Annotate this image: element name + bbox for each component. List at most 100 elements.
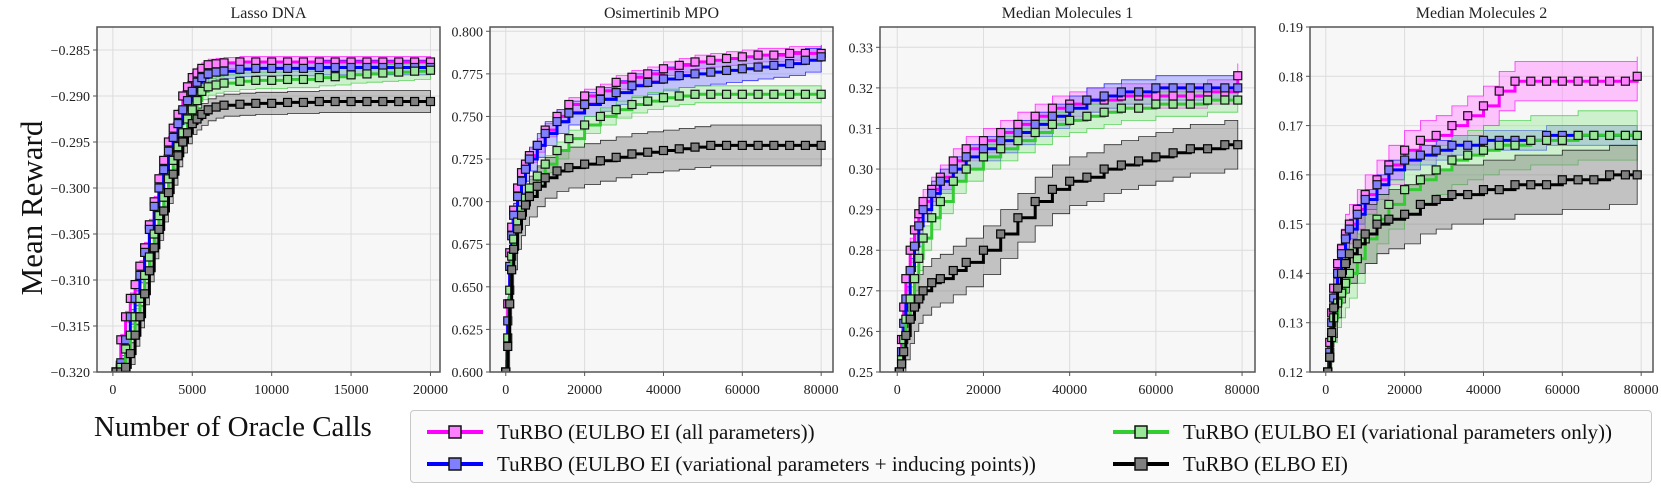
chart-title: Osimertinib MPO (604, 5, 719, 22)
data-point (918, 286, 928, 296)
legend-swatch (427, 425, 483, 439)
data-point (394, 96, 404, 107)
data-point (130, 330, 140, 340)
legend-marker (1134, 457, 1148, 471)
data-point (1352, 209, 1362, 219)
x-tick-label: 80000 (1225, 383, 1260, 398)
data-point (1329, 303, 1339, 313)
data-point (219, 78, 229, 88)
data-point (1220, 140, 1230, 150)
data-point (409, 96, 420, 107)
data-point (785, 89, 795, 99)
data-point (552, 166, 562, 176)
data-point (1013, 213, 1023, 223)
data-point (298, 97, 309, 108)
data-point (643, 147, 653, 157)
data-point (564, 108, 574, 118)
data-point (1400, 185, 1410, 195)
data-point (211, 80, 221, 90)
data-point (905, 294, 915, 304)
data-point (611, 152, 621, 162)
data-point (140, 289, 150, 299)
data-point (1463, 140, 1473, 150)
data-point (394, 67, 404, 77)
data-point (1447, 140, 1457, 150)
data-point (503, 341, 513, 352)
data-point (1065, 103, 1075, 113)
data-point (927, 278, 937, 288)
data-point (690, 69, 700, 79)
data-point (1415, 135, 1425, 145)
data-point (1541, 76, 1552, 86)
legend-marker (448, 425, 462, 439)
legend-swatch (1113, 457, 1169, 471)
x-tick-label: 80000 (804, 383, 839, 398)
data-point (1340, 234, 1351, 244)
data-point (909, 302, 920, 312)
data-point (948, 164, 958, 174)
data-point (674, 91, 684, 101)
data-point (996, 127, 1006, 138)
data-point (219, 58, 229, 68)
data-point (690, 57, 700, 67)
data-point (1463, 150, 1473, 160)
y-tick-label: 0.675 (452, 238, 484, 253)
data-point (378, 96, 388, 107)
data-point (159, 155, 169, 165)
data-point (948, 156, 958, 166)
data-point (211, 67, 221, 77)
data-point (611, 77, 621, 87)
data-point (182, 128, 193, 138)
data-point (524, 154, 535, 164)
y-tick-label: 0.27 (849, 285, 874, 300)
data-point (130, 280, 140, 290)
data-point (1541, 180, 1552, 190)
legend-label: TuRBO (EULBO EI (all parameters)) (497, 419, 815, 444)
data-point (173, 118, 183, 129)
data-point (1463, 111, 1473, 121)
data-point (918, 233, 928, 243)
data-point (1082, 111, 1092, 121)
x-tick-label: 40000 (1466, 383, 1501, 398)
data-point (1431, 145, 1441, 155)
data-point (251, 63, 261, 74)
data-point (1065, 115, 1075, 125)
data-point (1431, 194, 1441, 205)
data-point (182, 95, 193, 106)
data-point (611, 105, 621, 115)
data-point (1082, 172, 1092, 182)
data-point (1510, 180, 1520, 190)
data-point (314, 72, 324, 83)
y-tick-label: 0.32 (849, 82, 874, 97)
data-point (927, 213, 937, 223)
data-point (144, 224, 155, 234)
data-point (961, 257, 971, 268)
data-point (552, 145, 562, 156)
data-point (901, 330, 911, 341)
data-point (267, 63, 277, 74)
data-point (1605, 76, 1615, 86)
data-point (159, 165, 169, 175)
data-point (173, 151, 183, 161)
data-point (509, 244, 519, 254)
data-point (203, 69, 213, 79)
y-tick-label: −0.320 (51, 366, 90, 381)
data-point (909, 274, 920, 284)
data-point (1233, 83, 1243, 93)
y-tick-label: −0.300 (51, 182, 90, 197)
data-point (1415, 150, 1425, 160)
data-point (1557, 76, 1567, 86)
legend-marker (448, 457, 462, 471)
data-point (219, 100, 229, 110)
data-point (674, 70, 684, 81)
legend-item-eulbo-inducing: TuRBO (EULBO EI (variational parameters … (425, 449, 1036, 479)
data-point (505, 299, 515, 309)
x-tick-label: 0 (894, 383, 901, 398)
legend-label: TuRBO (ELBO EI) (1183, 451, 1348, 476)
chart-title: Median Molecules 1 (1002, 5, 1134, 22)
data-point (512, 224, 523, 234)
data-point (914, 221, 924, 231)
data-point (800, 140, 811, 151)
data-point (706, 55, 716, 65)
data-point (769, 89, 779, 99)
